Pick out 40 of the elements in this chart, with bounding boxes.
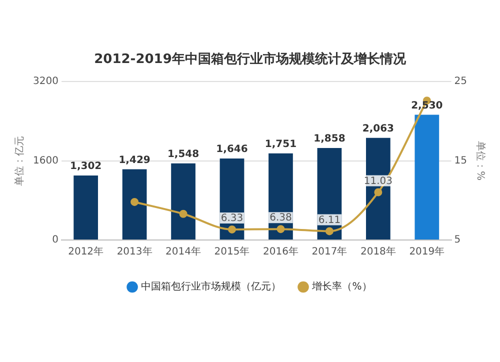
data-label: 1,429 — [118, 154, 150, 166]
bar — [74, 176, 98, 240]
y2-axis-title: 单位：% — [474, 141, 486, 181]
legend-label: 增长率（%） — [311, 280, 372, 293]
y2-tick-label: 15 — [454, 155, 468, 166]
data-label: 6.33 — [220, 213, 244, 224]
bar — [171, 163, 196, 240]
y-tick-label: 0 — [52, 234, 58, 246]
data-label: 6.38 — [270, 212, 292, 224]
legend-label: 中国箱包行业市场规模（亿元） — [141, 280, 282, 293]
data-label: 1,858 — [314, 134, 346, 145]
point — [276, 225, 285, 234]
x-tick-label: 2016年 — [263, 246, 298, 258]
data-label: 1,646 — [216, 144, 248, 156]
chart-title: 2012-2019年中国箱包行业市场规模统计及增长情况 — [94, 51, 407, 68]
point — [374, 188, 382, 196]
x-tick-label: 2014年 — [166, 246, 201, 258]
data-label: 1,302 — [70, 161, 102, 172]
point — [179, 210, 188, 218]
data-label: 1,751 — [264, 138, 297, 150]
point — [130, 198, 139, 206]
data-label: 6.11 — [318, 214, 341, 226]
point — [228, 225, 236, 234]
y-tick-label: 3200 — [32, 76, 58, 88]
point — [325, 227, 334, 236]
x-tick-label: 2018年 — [360, 246, 396, 258]
y2-tick-label: 5 — [454, 234, 461, 246]
bar — [122, 169, 147, 240]
y-tick-label: 1600 — [32, 155, 58, 166]
x-tick-label: 2013年 — [116, 246, 152, 258]
data-label: 2,063 — [362, 123, 394, 134]
y2-tick-label: 25 — [454, 76, 468, 88]
x-tick-label: 2015年 — [214, 246, 250, 258]
data-label: 11.03 — [364, 176, 393, 187]
x-tick-label: 2012年 — [68, 246, 104, 258]
x-tick-label: 2017年 — [312, 246, 348, 258]
y-axis-title: 单位：亿元 — [14, 136, 26, 186]
data-label: 1,548 — [167, 148, 200, 160]
bar — [414, 114, 440, 240]
x-tick-label: 2019年 — [409, 246, 445, 258]
